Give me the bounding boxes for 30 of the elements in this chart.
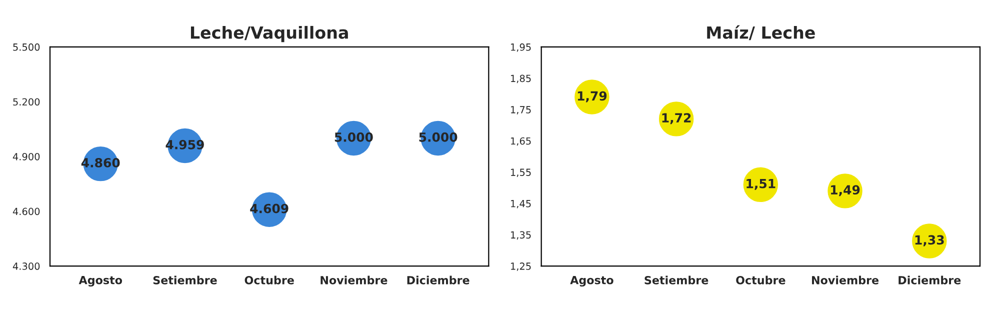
data-label: 1,72 (662, 113, 691, 124)
y-tick-label: 4.300 (12, 262, 40, 270)
data-label: 1,49 (831, 185, 860, 196)
y-tick-label: 4.900 (12, 152, 40, 160)
x-tick-label: Octubre (244, 276, 294, 284)
y-tick-label: 1,35 (511, 231, 531, 240)
y-tick-label: 1,95 (511, 43, 531, 52)
x-tick-label: Diciembre (898, 276, 961, 284)
y-tick-label: 1,55 (511, 168, 531, 177)
x-tick-label: Agosto (570, 276, 614, 287)
data-label: 1,51 (746, 179, 776, 190)
x-tick-label: Setiembre (153, 276, 217, 284)
y-tick-label: 4.600 (12, 208, 40, 216)
chart-title: Maíz/ Leche (707, 25, 815, 40)
y-tick-label: 1,75 (511, 106, 531, 114)
x-tick-label: Setiembre (644, 276, 708, 284)
x-tick-label: Diciembre (407, 276, 470, 284)
x-tick-label: Agosto (78, 276, 122, 287)
chart-title: Leche/Vaquillona (190, 26, 348, 42)
x-tick-label: Noviembre (812, 276, 879, 284)
y-tick-label: 1,25 (511, 262, 531, 271)
data-label: 1,33 (915, 235, 944, 246)
y-tick-label: 5.200 (13, 98, 40, 106)
y-tick-label: 5.500 (13, 43, 40, 51)
y-tick-label: 1,85 (511, 74, 531, 84)
x-tick-label: Octubre (736, 276, 786, 284)
data-label: 1,79 (578, 91, 607, 102)
y-tick-label: 1,45 (511, 200, 531, 208)
y-tick-label: 1,65 (511, 137, 531, 146)
x-tick-label: Noviembre (320, 276, 388, 284)
